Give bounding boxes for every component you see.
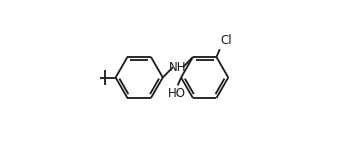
Text: Cl: Cl bbox=[221, 34, 232, 47]
Text: NH: NH bbox=[169, 61, 187, 74]
Text: HO: HO bbox=[168, 87, 186, 100]
